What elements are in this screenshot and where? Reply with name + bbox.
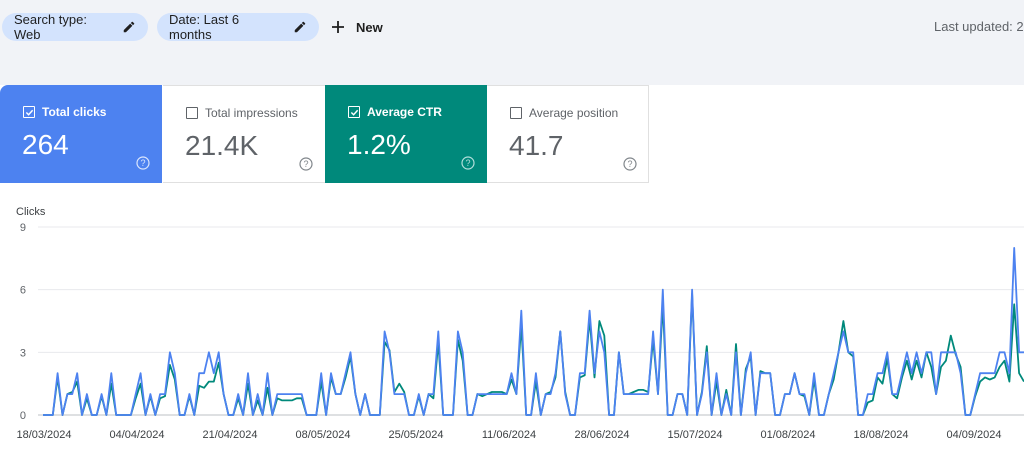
checkbox-unchecked-icon[interactable] [510, 107, 522, 119]
x-tick-label: 21/04/2024 [202, 429, 257, 441]
search-type-label: Search type: Web [14, 12, 87, 42]
y-tick-label: 0 [20, 410, 26, 422]
pencil-icon [122, 20, 136, 34]
y-tick-label: 3 [20, 347, 26, 359]
chart-y-axis-title: Clicks [16, 206, 46, 218]
y-tick-label: 9 [20, 222, 26, 234]
plus-icon [330, 19, 346, 35]
x-tick-label: 01/08/2024 [760, 429, 815, 441]
help-icon[interactable]: ? [461, 156, 475, 170]
metric-card-average-ctr[interactable]: Average CTR 1.2% ? [325, 85, 487, 183]
help-icon[interactable]: ? [136, 156, 150, 170]
svg-text:?: ? [303, 159, 308, 169]
x-tick-label: 25/05/2024 [388, 429, 443, 441]
metric-value: 1.2% [347, 129, 411, 160]
filter-bar: Search type: Web Date: Last 6 months New… [0, 0, 1024, 85]
x-tick-label: 08/05/2024 [295, 429, 350, 441]
new-filter-label: New [356, 19, 383, 35]
svg-text:?: ? [465, 158, 470, 168]
x-tick-label: 18/08/2024 [853, 429, 908, 441]
checkbox-unchecked-icon[interactable] [186, 107, 198, 119]
clicks-line-chart: 0 3 6 9 18/03/2024 04/04/2024 21/04/2024 08/05… [16, 222, 1024, 441]
last-updated-text: Last updated: 2 [934, 19, 1024, 34]
help-icon[interactable]: ? [623, 157, 637, 171]
x-tick-label: 04/04/2024 [109, 429, 164, 441]
x-tick-label: 11/06/2024 [482, 429, 536, 441]
date-range-chip[interactable]: Date: Last 6 months [157, 12, 319, 42]
chart-y-ticks: 0 3 6 9 [20, 222, 26, 422]
help-icon[interactable]: ? [299, 157, 313, 171]
date-range-label: Date: Last 6 months [169, 12, 240, 42]
x-tick-label: 04/09/2024 [946, 429, 1001, 441]
metric-value: 41.7 [509, 130, 564, 161]
metric-card-total-clicks[interactable]: Total clicks 264 ? [0, 85, 162, 183]
pencil-icon [293, 20, 307, 34]
chart-series [43, 246, 1024, 416]
metric-card-average-position[interactable]: Average position 41.7 ? [487, 85, 649, 183]
metric-card-total-impressions[interactable]: Total impressions 21.4K ? [163, 85, 325, 183]
metric-value: 264 [22, 129, 69, 160]
search-type-chip[interactable]: Search type: Web [2, 12, 148, 42]
checkbox-checked-icon[interactable] [348, 106, 360, 118]
series-line-total-clicks [43, 246, 1024, 416]
x-tick-label: 18/03/2024 [16, 429, 71, 441]
metric-label: Total clicks [42, 105, 107, 119]
metric-label: Average position [529, 106, 619, 120]
checkbox-checked-icon[interactable] [23, 106, 35, 118]
y-tick-label: 6 [20, 285, 26, 297]
x-tick-label: 28/06/2024 [574, 429, 629, 441]
metric-label: Average CTR [367, 105, 442, 119]
metric-label: Total impressions [205, 106, 298, 120]
svg-text:?: ? [140, 158, 145, 168]
x-tick-label: 15/07/2024 [667, 429, 722, 441]
chart-x-ticks: 18/03/2024 04/04/2024 21/04/2024 08/05/2024… [16, 429, 1001, 441]
new-filter-button[interactable]: New [330, 13, 383, 41]
metric-value: 21.4K [185, 130, 259, 161]
svg-text:?: ? [627, 159, 632, 169]
